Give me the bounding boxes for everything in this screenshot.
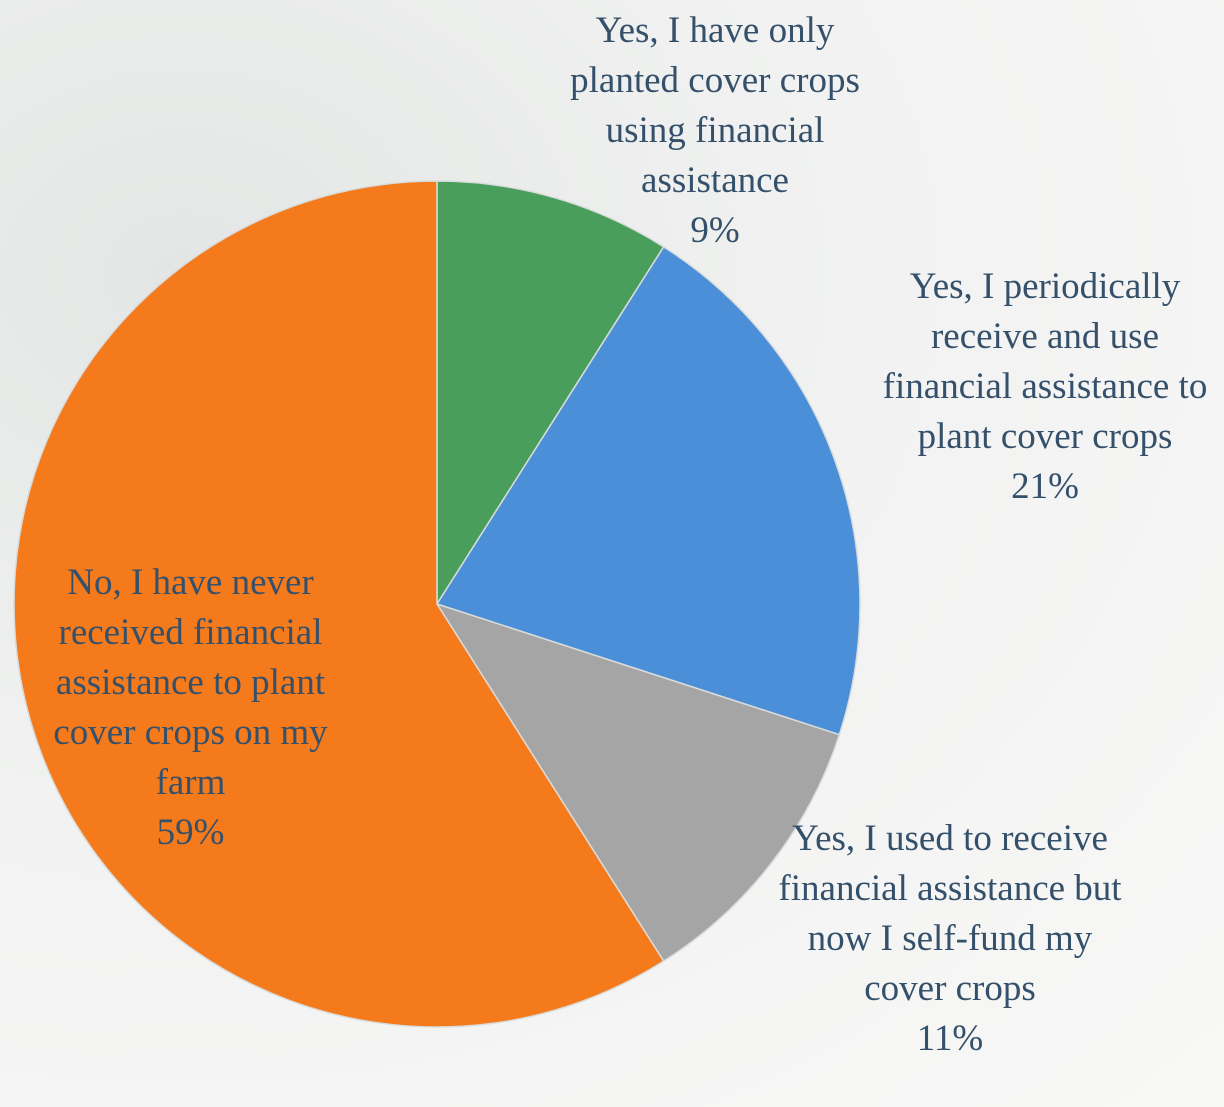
category-label: Yes, I have only planted cover crops usi… <box>570 10 860 201</box>
category-label: No, I have never received financial assi… <box>53 562 328 803</box>
pie-slice <box>435 602 841 963</box>
category-label: Yes, I used to receive financial assista… <box>778 818 1122 1009</box>
slice-label: No, I have never received financial assi… <box>18 558 363 858</box>
slice-label: Yes, I periodically receive and use fina… <box>872 262 1218 512</box>
value-label: 59% <box>156 812 225 853</box>
slice-label: Yes, I have only planted cover crops usi… <box>570 6 860 256</box>
value-label: 21% <box>1011 466 1079 507</box>
value-label: 11% <box>916 1018 984 1059</box>
value-label: 9% <box>690 210 740 251</box>
pie-slice <box>435 245 861 736</box>
pie-slice <box>436 180 665 607</box>
slice-label: Yes, I used to receive financial assista… <box>770 814 1130 1064</box>
pie-slice <box>13 180 665 1028</box>
category-label: Yes, I periodically receive and use fina… <box>882 266 1208 457</box>
